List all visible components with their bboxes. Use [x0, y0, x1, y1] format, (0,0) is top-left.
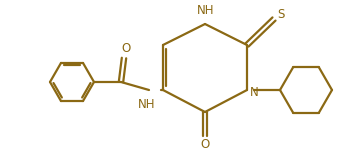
Text: N: N: [250, 86, 258, 98]
Text: NH: NH: [138, 98, 156, 111]
Text: S: S: [277, 7, 285, 21]
Text: O: O: [200, 138, 210, 150]
Text: NH: NH: [197, 4, 215, 17]
Text: O: O: [121, 42, 131, 56]
